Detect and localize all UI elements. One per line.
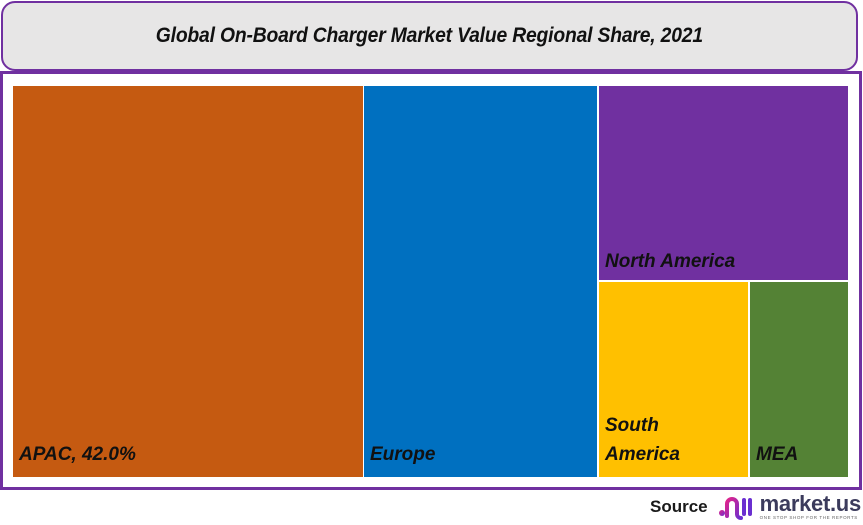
tile-label-europe: Europe [370,444,436,465]
source-attribution: Source market.us ONE STOP SHOP FOR THE R… [650,493,861,521]
tile-label-north-america: North America [605,251,736,272]
tile-europe: Europe [364,86,597,477]
tile-mea: MEA [750,282,848,477]
treemap-frame: APAC, 42.0% Europe North America South A… [0,71,862,490]
tile-label-mea: MEA [756,444,799,465]
chart-title-box: Global On-Board Charger Market Value Reg… [1,1,858,71]
tile-south-america: South America [599,282,748,477]
chart-title: Global On-Board Charger Market Value Reg… [155,24,704,47]
market-us-logo-icon [718,497,752,520]
tile-north-america: North America [599,86,848,280]
brand-tagline: ONE STOP SHOP FOR THE REPORTS [759,515,858,521]
tile-label-apac: APAC, 42.0% [19,444,136,465]
brand-name: market.us [759,491,862,517]
source-label: Source [650,497,708,516]
tile-label-south-america: South America [605,415,680,465]
tile-apac: APAC, 42.0% [13,86,363,477]
